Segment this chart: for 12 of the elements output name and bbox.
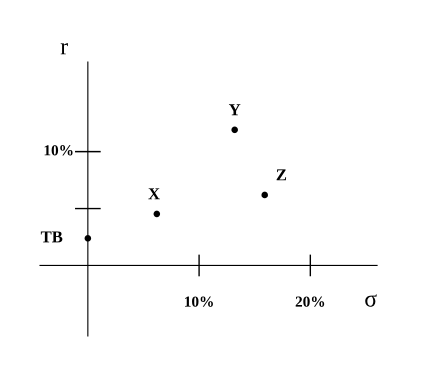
x-tick-label: 20% (296, 296, 324, 307)
annotation: Y (228, 104, 240, 116)
annotation: X (148, 188, 160, 200)
annotation: 10% (44, 145, 73, 156)
y-axis-title: r (60, 43, 68, 54)
point (84, 235, 92, 242)
annotation: TB (40, 231, 62, 242)
x-axis-title: σ (365, 294, 377, 307)
point (154, 210, 160, 218)
annotation: Z (276, 169, 286, 180)
point (261, 192, 268, 198)
point (231, 126, 238, 134)
